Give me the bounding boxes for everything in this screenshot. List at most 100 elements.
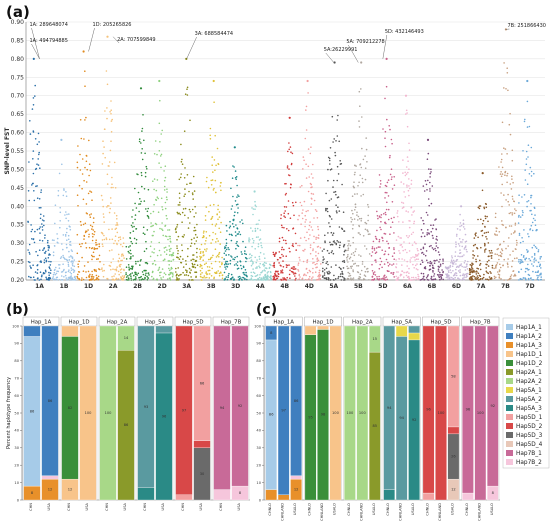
fst-point xyxy=(234,170,237,172)
fst-point xyxy=(462,238,464,241)
fst-point xyxy=(179,204,181,206)
fst-point xyxy=(123,268,125,271)
bar-segment-Hap1D_1 xyxy=(79,325,97,501)
segment-value-label: 86 xyxy=(30,409,35,413)
fst-point xyxy=(310,146,312,148)
fst-point xyxy=(317,234,320,236)
fst-point xyxy=(54,222,56,225)
fst-point xyxy=(526,126,529,128)
fst-point xyxy=(509,133,512,136)
fst-point xyxy=(507,89,509,92)
fst-point xyxy=(70,267,73,269)
fst-point xyxy=(294,279,297,281)
fst-point xyxy=(37,158,39,160)
fst-point xyxy=(182,271,184,274)
fst-point xyxy=(327,263,329,266)
fst-point xyxy=(354,164,356,167)
fst-point xyxy=(503,194,505,196)
fst-point xyxy=(283,248,285,251)
fst-point xyxy=(396,215,399,218)
fst-point xyxy=(183,234,185,236)
y-tick-label: 40 xyxy=(256,429,261,433)
fst-point xyxy=(347,254,349,256)
fst-point xyxy=(160,197,163,200)
fst-point xyxy=(358,225,361,228)
fst-point xyxy=(105,238,108,241)
fst-point xyxy=(146,279,149,281)
legend-label: Hap5D_4 xyxy=(516,442,543,448)
fst-point xyxy=(158,122,161,125)
fst-point xyxy=(210,218,212,220)
fst-point xyxy=(437,268,440,271)
fst-point xyxy=(493,277,496,280)
segment-value-label: 100 xyxy=(346,411,354,415)
fst-point xyxy=(332,279,335,281)
fst-point xyxy=(229,259,232,262)
fst-point xyxy=(531,246,534,249)
fst-point xyxy=(349,265,352,268)
fst-point xyxy=(218,227,220,230)
fst-point xyxy=(229,220,231,223)
fst-point xyxy=(71,250,73,252)
fst-point xyxy=(304,278,307,281)
fst-point xyxy=(408,194,410,197)
fst-point xyxy=(78,260,80,263)
fst-point xyxy=(253,240,255,242)
chromosome-points-1D xyxy=(76,50,101,281)
fst-point xyxy=(341,275,344,278)
fst-point xyxy=(239,233,242,236)
fst-point xyxy=(483,207,486,210)
fst-point xyxy=(110,186,113,189)
fst-point xyxy=(445,273,447,276)
fst-point xyxy=(135,242,137,245)
fst-point xyxy=(336,135,339,137)
fst-point xyxy=(62,256,65,259)
fst-point xyxy=(144,262,147,264)
fst-point xyxy=(168,229,171,231)
x-tick-label: 7D xyxy=(525,283,534,290)
fst-point xyxy=(386,191,388,194)
x-category-label: USALO xyxy=(490,503,494,515)
fst-point xyxy=(167,260,170,262)
fst-point xyxy=(88,174,90,177)
fst-point xyxy=(452,263,454,265)
fst-point xyxy=(259,262,262,265)
fst-peak-point xyxy=(82,50,85,53)
fst-point xyxy=(223,258,225,260)
fst-point xyxy=(361,116,363,118)
fst-point xyxy=(312,267,314,270)
fst-point xyxy=(141,185,143,188)
fst-point xyxy=(169,250,171,253)
fst-point xyxy=(86,212,88,215)
fst-point xyxy=(186,255,189,258)
fst-point xyxy=(531,263,533,265)
fst-point xyxy=(406,112,408,114)
fst-point xyxy=(428,245,431,248)
legend-label: Hap5A_1 xyxy=(516,388,542,394)
fst-point xyxy=(258,276,261,279)
fst-point xyxy=(539,258,541,260)
fst-point xyxy=(312,258,314,260)
fst-point xyxy=(415,268,418,270)
fst-point xyxy=(200,251,202,253)
fst-point xyxy=(199,275,202,278)
fst-point xyxy=(82,223,85,226)
fst-point xyxy=(531,221,534,224)
fst-point xyxy=(427,261,429,264)
fst-point xyxy=(301,278,304,280)
fst-point xyxy=(177,235,180,238)
fst-point xyxy=(385,276,388,278)
fst-point xyxy=(341,260,344,263)
fst-point xyxy=(477,279,480,281)
fst-point xyxy=(359,174,362,176)
fst-point xyxy=(459,249,461,251)
fst-point xyxy=(111,118,113,121)
fst-point xyxy=(227,276,229,279)
fst-point xyxy=(426,275,429,278)
fst-point xyxy=(395,239,398,241)
fst-point xyxy=(348,257,351,260)
fst-point xyxy=(117,260,120,263)
fst-point xyxy=(89,279,91,281)
fst-point xyxy=(84,222,87,225)
